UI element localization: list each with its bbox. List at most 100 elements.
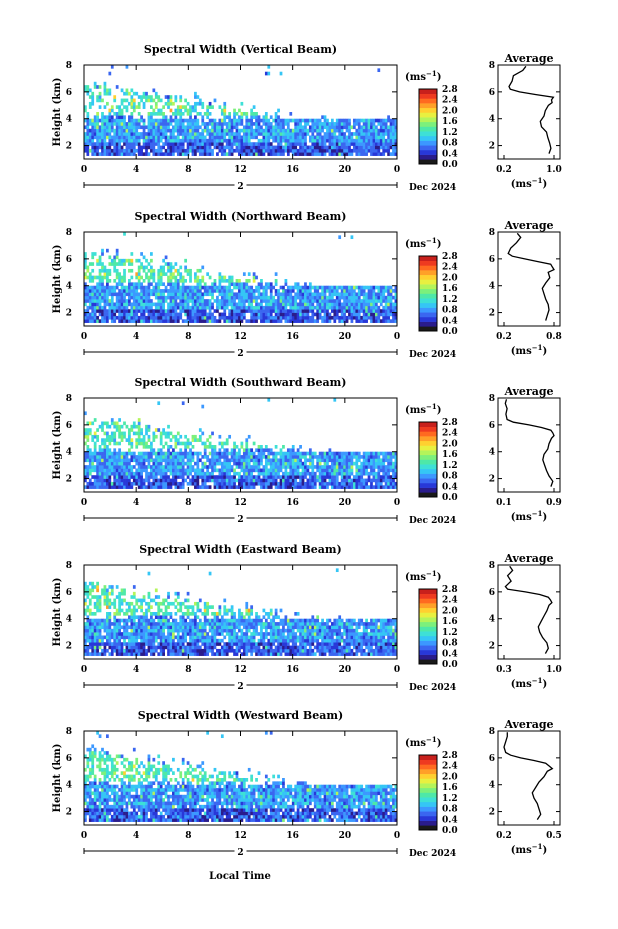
heatmap-cell	[284, 471, 288, 476]
heatmap-cell	[313, 312, 317, 317]
heatmap-cell	[252, 289, 256, 293]
heatmap-cell	[272, 309, 276, 313]
heatmap-cell	[84, 471, 87, 476]
heatmap-cell	[255, 309, 258, 313]
heatmap-cell	[294, 135, 298, 140]
heatmap-cell	[240, 299, 244, 303]
heatmap-cell	[367, 451, 371, 456]
heatmap-cell	[228, 451, 232, 456]
heatmap-cell	[392, 461, 395, 466]
heatmap-cell	[196, 292, 200, 297]
heatmap-cell	[272, 475, 276, 479]
heatmap-cell	[250, 289, 254, 293]
colorbar-swatch	[419, 316, 437, 322]
colorbar-swatch	[419, 131, 437, 137]
heatmap-cell	[101, 148, 104, 153]
heatmap-cell	[372, 152, 376, 156]
heatmap-cell	[225, 448, 229, 453]
heatmap-cell	[286, 118, 290, 123]
heatmap-cell	[201, 148, 205, 153]
heatmap-cell	[123, 471, 126, 476]
heatmap-cell	[154, 481, 158, 486]
heatmap-cell	[377, 135, 381, 140]
heatmap-cell	[345, 135, 349, 140]
heatmap-cell	[118, 132, 121, 136]
heatmap-cell	[147, 445, 151, 449]
heatmap-cell	[245, 465, 249, 469]
heatmap-cell	[194, 312, 197, 317]
heatmap-cell	[313, 152, 317, 156]
heatmap-cell	[130, 95, 134, 99]
heatmap-cell	[348, 302, 351, 307]
heatmap-cell	[103, 275, 107, 280]
heatmap-cell	[181, 465, 185, 469]
heatmap-cell	[101, 421, 104, 426]
heatmap-cell	[238, 299, 241, 303]
heatmap-cell	[250, 285, 254, 290]
heatmap-cell	[101, 481, 104, 486]
heatmap-cell	[91, 305, 95, 310]
heatmap-cell	[142, 458, 146, 463]
heatmap-cell	[145, 302, 148, 307]
heatmap-cell	[142, 481, 146, 486]
average-frame	[497, 231, 561, 327]
heatmap-cell	[118, 455, 121, 459]
heatmap-cell	[313, 138, 317, 143]
heatmap-cell	[186, 128, 190, 133]
heatmap-cell	[318, 145, 322, 150]
heatmap-cell	[357, 485, 361, 489]
heatmap-cell	[128, 258, 131, 263]
heatmap-cell	[137, 272, 141, 276]
heatmap-cell	[194, 438, 197, 442]
heatmap-cell	[140, 438, 143, 442]
heatmap-cell	[106, 448, 109, 453]
heatmap-cell	[162, 478, 165, 483]
heatmap-cell	[208, 285, 212, 290]
colorbar-swatch	[419, 321, 437, 327]
heatmap-cell	[137, 138, 141, 143]
heatmap-cell	[348, 142, 351, 146]
heatmap-cell	[343, 285, 346, 290]
heatmap-cell	[367, 458, 371, 463]
heatmap-cell	[150, 258, 153, 263]
heatmap-cell	[189, 478, 192, 483]
heatmap-cell	[113, 438, 117, 442]
heatmap-cell	[154, 305, 158, 310]
heatmap-cell	[365, 295, 368, 300]
heatmap-cell	[96, 309, 99, 313]
heatmap-cell	[260, 458, 263, 463]
heatmap-cell	[179, 292, 183, 297]
heatmap-cell	[384, 305, 388, 310]
heatmap-cell	[103, 438, 107, 442]
heatmap-cell	[86, 638, 90, 643]
heatmap-cell	[86, 125, 90, 130]
heatmap-cell	[306, 305, 310, 310]
heatmap-cell	[88, 485, 92, 489]
heatmap-cell	[91, 252, 95, 256]
heatmap-cell	[328, 305, 332, 310]
heatmap-cell	[101, 282, 104, 287]
heatmap-cell	[172, 282, 175, 287]
heatmap-cell	[323, 289, 327, 293]
beam-panel-2: Spectral Width (Southward Beam)8642Heigh…	[52, 376, 562, 526]
heatmap-cell	[189, 279, 192, 283]
heatmap-cell	[250, 142, 254, 146]
heatmap-cell	[370, 125, 373, 130]
heatmap-cell	[142, 465, 146, 469]
heatmap-cell	[181, 122, 185, 126]
heatmap-cell	[179, 285, 183, 290]
heatmap-cell	[125, 152, 129, 156]
heatmap-cell	[267, 118, 271, 123]
heatmap-cell	[387, 475, 390, 479]
heatmap-cell	[257, 461, 261, 466]
heatmap-cell	[157, 108, 161, 113]
heatmap-cell	[370, 295, 373, 300]
heatmap-cell	[321, 465, 324, 469]
heatmap-cell	[284, 148, 288, 153]
heatmap-cell	[145, 292, 148, 297]
heatmap-cell	[392, 309, 395, 313]
heatmap-cell	[154, 122, 158, 126]
heatmap-cell	[387, 135, 390, 140]
heatmap-cell	[113, 122, 117, 126]
heatmap-cell	[360, 309, 364, 313]
